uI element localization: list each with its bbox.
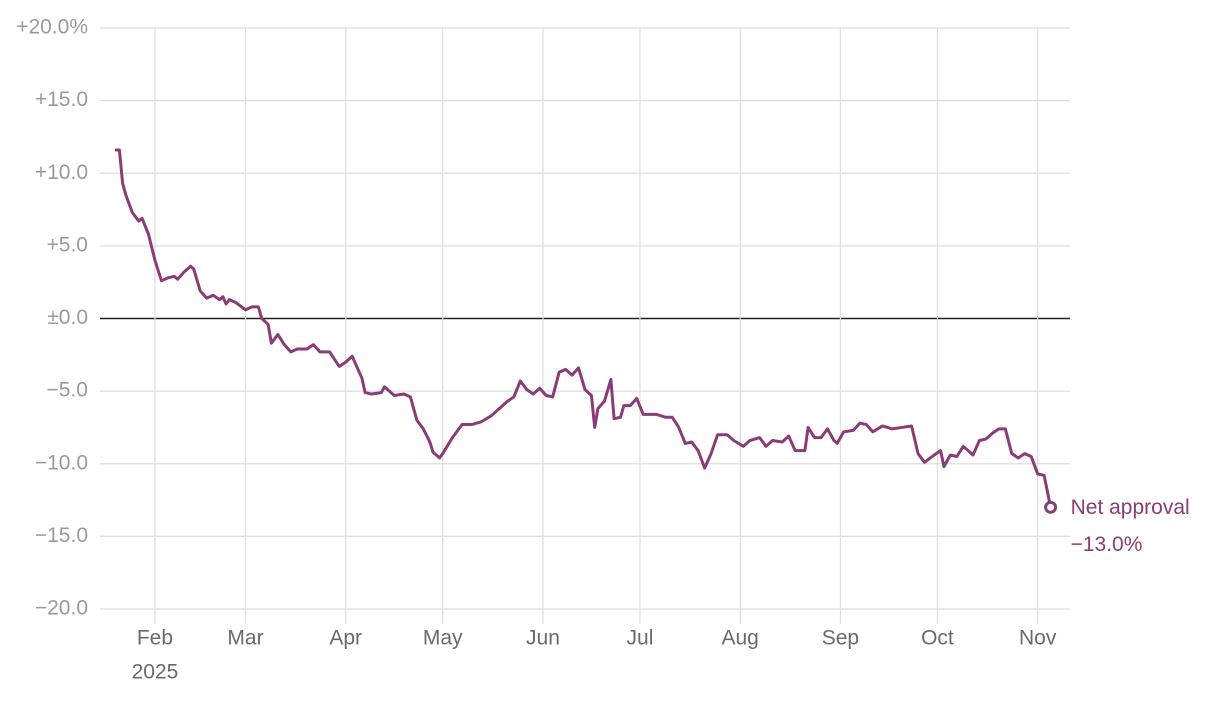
x-tick-label: Jul <box>627 627 654 650</box>
value-label: −13.0% <box>1071 533 1143 556</box>
y-tick-label: −20.0 <box>35 597 88 620</box>
y-tick-label: +20.0% <box>16 16 88 39</box>
x-tick-label: Oct <box>921 627 954 650</box>
x-tick-label: Feb <box>137 627 173 650</box>
line <box>114 148 1053 509</box>
y-tick-label: −10.0 <box>35 451 88 474</box>
x-tick-label: Apr <box>329 627 362 650</box>
end-marker <box>1044 500 1058 514</box>
x-tick-label: Nov <box>1019 627 1057 650</box>
series-label: Net approval <box>1071 496 1190 519</box>
y-tick-label: +5.0 <box>47 233 88 256</box>
y-tick-label: −15.0 <box>35 524 88 547</box>
y-tick-label: −5.0 <box>47 379 88 402</box>
y-tick-label: +15.0 <box>35 88 88 111</box>
x-tick-year: 2025 <box>132 661 179 684</box>
y-tick-label: ±0.0 <box>47 306 88 329</box>
y-tick-label: +10.0 <box>35 161 88 184</box>
x-tick-label: Jun <box>526 627 560 650</box>
x-tick-label: Sep <box>822 627 859 650</box>
x-tick-label: Mar <box>227 627 263 650</box>
x-tick-label: Aug <box>722 627 759 650</box>
x-tick-label: May <box>423 627 463 650</box>
